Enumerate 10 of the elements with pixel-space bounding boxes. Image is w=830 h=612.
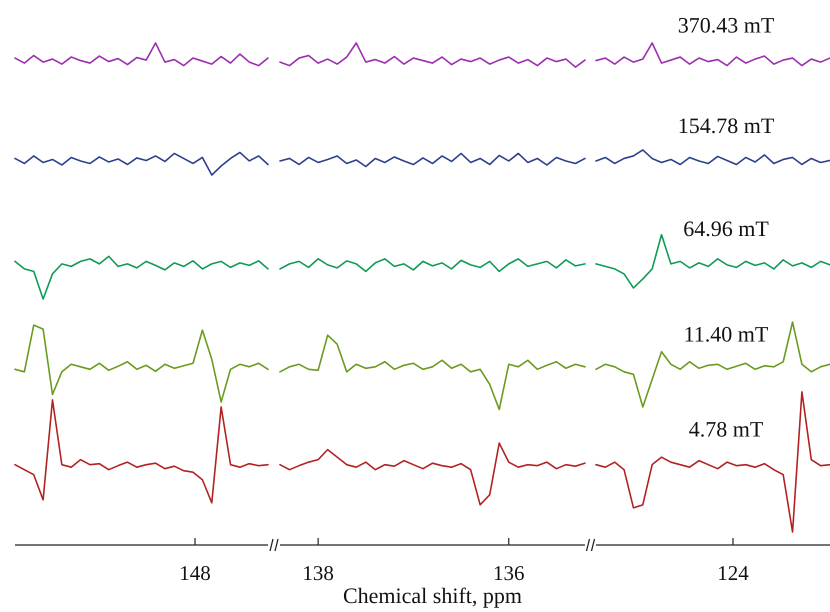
series-label: 370.43 mT — [678, 12, 775, 38]
series-label: 11.40 mT — [684, 321, 769, 346]
series-label: 154.78 mT — [678, 112, 775, 138]
text: 148 — [179, 561, 211, 585]
x-tick-label: 136 — [493, 561, 524, 585]
text: 124 — [717, 561, 750, 585]
series-label: 4.78 mT — [688, 416, 764, 442]
x-tick-label: 138 — [302, 561, 334, 585]
series-label: 64.96 mT — [683, 216, 770, 241]
x-axis-title: Chemical shift, ppm — [342, 583, 522, 608]
